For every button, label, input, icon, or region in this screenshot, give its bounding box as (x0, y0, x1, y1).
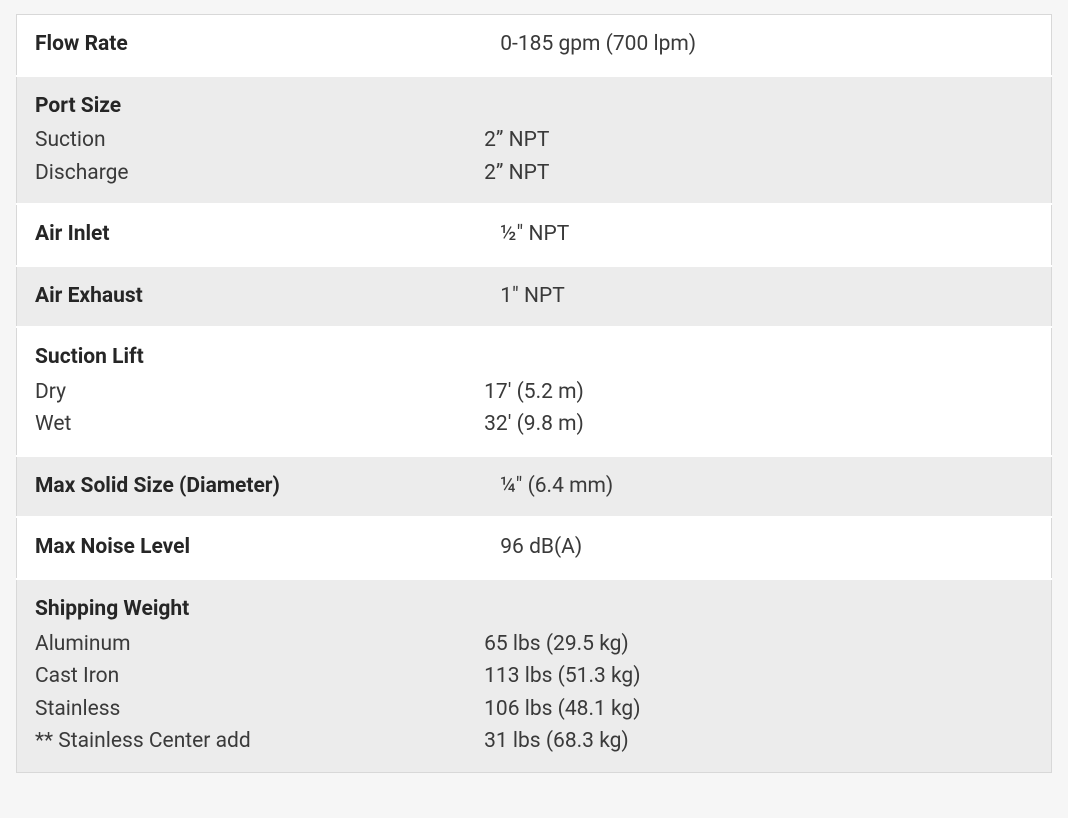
subvalue-suction-wet: 32' (9.8 m) (484, 408, 1033, 441)
sublabel-suction-dry: Dry (35, 376, 484, 409)
subrow-shipweight-stainless-center: ** Stainless Center add 31 lbs (68.3 kg) (35, 725, 1033, 758)
label-air-exhaust: Air Exhaust (17, 267, 482, 327)
sublabel-port-discharge: Discharge (35, 157, 484, 190)
label-flow-rate: Flow Rate (17, 15, 482, 75)
row-air-inlet: Air Inlet ½" NPT (17, 204, 1052, 266)
row-port-size: Port Size Suction 2” NPT Discharge 2” NP… (17, 76, 1052, 205)
subvalue-shipweight-aluminum: 65 lbs (29.5 kg) (484, 628, 1033, 661)
value-max-solid: ¼" (6.4 mm) (482, 457, 1051, 517)
subrow-suction-wet: Wet 32' (9.8 m) (35, 408, 1033, 441)
value-air-exhaust: 1" NPT (482, 267, 1051, 327)
subvalue-port-discharge: 2” NPT (484, 157, 1033, 190)
row-flow-rate: Flow Rate 0-185 gpm (700 lpm) (17, 15, 1052, 76)
sublabel-suction-wet: Wet (35, 408, 484, 441)
value-max-noise: 96 dB(A) (482, 518, 1051, 578)
label-shipping-weight: Shipping Weight (35, 593, 1033, 626)
row-shipping-weight: Shipping Weight Aluminum 65 lbs (29.5 kg… (17, 579, 1052, 772)
label-air-inlet: Air Inlet (17, 205, 482, 265)
subvalue-shipweight-stainless: 106 lbs (48.1 kg) (484, 693, 1033, 726)
subrow-shipweight-castiron: Cast Iron 113 lbs (51.3 kg) (35, 660, 1033, 693)
label-max-noise: Max Noise Level (17, 518, 482, 578)
subvalue-shipweight-stainless-center: 31 lbs (68.3 kg) (484, 725, 1033, 758)
sublabel-shipweight-castiron: Cast Iron (35, 660, 484, 693)
subrow-shipweight-stainless: Stainless 106 lbs (48.1 kg) (35, 693, 1033, 726)
row-max-solid: Max Solid Size (Diameter) ¼" (6.4 mm) (17, 456, 1052, 518)
label-port-size: Port Size (35, 90, 1033, 123)
page: Flow Rate 0-185 gpm (700 lpm) Port Size … (0, 0, 1068, 818)
label-suction-lift: Suction Lift (35, 341, 1033, 374)
sublabel-shipweight-aluminum: Aluminum (35, 628, 484, 661)
subrow-suction-dry: Dry 17' (5.2 m) (35, 376, 1033, 409)
value-flow-rate: 0-185 gpm (700 lpm) (482, 15, 1051, 75)
subrow-port-discharge: Discharge 2” NPT (35, 157, 1033, 190)
row-air-exhaust: Air Exhaust 1" NPT (17, 266, 1052, 328)
sublabel-port-suction: Suction (35, 124, 484, 157)
subrow-port-suction: Suction 2” NPT (35, 124, 1033, 157)
row-max-noise: Max Noise Level 96 dB(A) (17, 517, 1052, 579)
spec-table: Flow Rate 0-185 gpm (700 lpm) Port Size … (16, 14, 1052, 773)
sublabel-shipweight-stainless-center: ** Stainless Center add (35, 725, 484, 758)
subvalue-port-suction: 2” NPT (484, 124, 1033, 157)
sublabel-shipweight-stainless: Stainless (35, 693, 484, 726)
subrow-shipweight-aluminum: Aluminum 65 lbs (29.5 kg) (35, 628, 1033, 661)
subvalue-suction-dry: 17' (5.2 m) (484, 376, 1033, 409)
subvalue-shipweight-castiron: 113 lbs (51.3 kg) (484, 660, 1033, 693)
label-max-solid: Max Solid Size (Diameter) (17, 457, 482, 517)
row-suction-lift: Suction Lift Dry 17' (5.2 m) Wet 32' (9.… (17, 327, 1052, 456)
value-air-inlet: ½" NPT (482, 205, 1051, 265)
